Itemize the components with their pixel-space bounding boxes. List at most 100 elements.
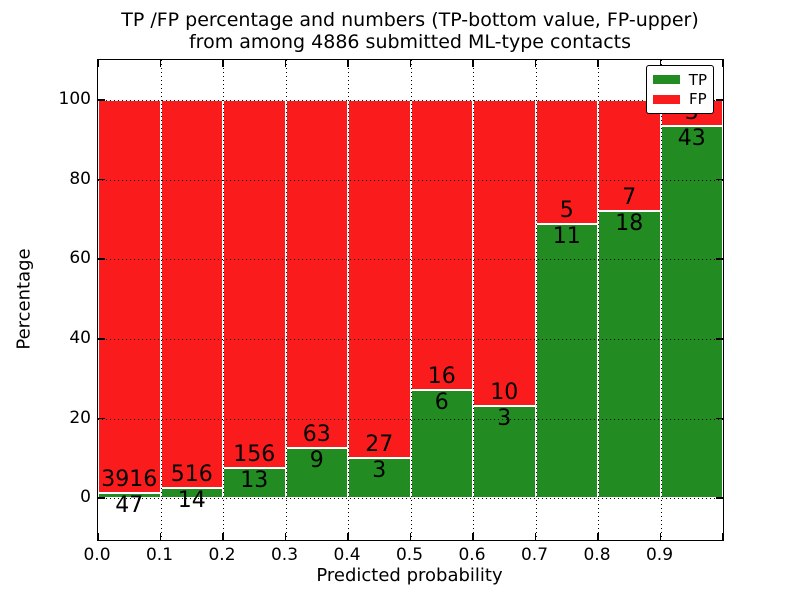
gridline-x-0.1 xyxy=(160,60,162,540)
y-tick-label-0: 0 xyxy=(80,487,91,508)
y-tick-left xyxy=(98,99,105,101)
gridline-x-0.6 xyxy=(473,60,474,540)
chart-title-line1: TP /FP percentage and numbers (TP-bottom… xyxy=(121,9,699,31)
y-tick-right xyxy=(716,417,723,420)
legend-label-tp: TP xyxy=(688,70,707,89)
bar-label-tp-6: 3 xyxy=(497,406,512,432)
plot-area: 3916475161415613639273166103511718343 xyxy=(97,59,724,541)
x-tick-top xyxy=(534,60,537,67)
x-tick-bottom xyxy=(97,533,99,540)
bar-segment-tp-0 xyxy=(98,493,161,499)
x-tick-label-0.1: 0.1 xyxy=(145,545,174,565)
bar-label-fp-0: 3916 xyxy=(101,467,158,493)
x-tick-top xyxy=(97,60,99,67)
x-tick-label-0.4: 0.4 xyxy=(333,545,361,565)
x-tick-top xyxy=(222,60,224,67)
bar-segment-tp-7 xyxy=(535,224,598,499)
bar-segment-fp-2 xyxy=(223,99,286,468)
x-tick-top xyxy=(284,60,287,67)
x-tick-label-0.2: 0.2 xyxy=(208,545,236,565)
chart-title-line2: from among 4886 submitted ML-type contac… xyxy=(188,31,632,53)
bar-segment-tp-9 xyxy=(660,125,723,499)
x-tick-bottom xyxy=(159,533,162,540)
y-axis-label: Percentage xyxy=(13,248,35,350)
bar-label-fp-2: 156 xyxy=(233,441,276,467)
bar-segment-fp-7 xyxy=(535,99,598,225)
x-tick-top xyxy=(409,60,412,67)
y-tick-right xyxy=(716,178,723,181)
gridline-x-0.5 xyxy=(410,60,412,540)
bar-label-tp-3: 9 xyxy=(309,448,324,474)
legend-item-fp: FP xyxy=(653,91,707,107)
chart-title: TP /FP percentage and numbers (TP-bottom… xyxy=(60,9,760,53)
x-tick-top xyxy=(472,60,474,67)
x-tick-top xyxy=(659,60,662,67)
bar-segment-tp-2 xyxy=(223,467,286,499)
x-tick-label-0.9: 0.9 xyxy=(645,545,674,565)
x-tick-label-0.5: 0.5 xyxy=(395,545,424,565)
y-tick-left xyxy=(98,178,105,181)
gridline-x-0.2 xyxy=(223,60,224,540)
bar-segment-tp-8 xyxy=(598,211,661,499)
y-tick-left xyxy=(98,497,105,499)
bar-label-tp-5: 6 xyxy=(434,389,449,415)
bar-label-tp-0: 47 xyxy=(115,493,144,519)
bar-segment-fp-4 xyxy=(348,99,411,459)
x-tick-bottom xyxy=(347,533,349,540)
bar-segment-tp-5 xyxy=(410,389,473,499)
bar-label-fp-7: 5 xyxy=(559,198,574,224)
gridline-x-0.8 xyxy=(598,60,599,540)
x-tick-bottom xyxy=(409,533,412,540)
x-tick-bottom xyxy=(222,533,224,540)
x-tick-bottom xyxy=(597,533,599,540)
x-tick-label-0.8: 0.8 xyxy=(583,545,611,565)
bar-label-tp-7: 11 xyxy=(552,224,581,250)
y-tick-right xyxy=(716,338,723,340)
x-tick-label-0.6: 0.6 xyxy=(458,545,486,565)
bar-segment-fp-3 xyxy=(285,99,348,449)
bar-label-fp-4: 27 xyxy=(365,432,394,458)
y-tick-right xyxy=(716,258,723,260)
fp-color-swatch-icon xyxy=(653,94,680,104)
bar-segment-fp-6 xyxy=(473,99,536,407)
x-tick-bottom xyxy=(722,533,724,540)
bar-label-fp-3: 63 xyxy=(302,422,331,448)
bar-label-tp-2: 13 xyxy=(240,467,269,493)
bar-segment-fp-0 xyxy=(98,99,161,494)
y-tick-right xyxy=(716,99,723,101)
gridline-x-0.9 xyxy=(660,60,662,540)
bar-label-fp-6: 10 xyxy=(490,380,519,406)
y-tick-label-60: 60 xyxy=(69,248,91,269)
x-tick-top xyxy=(347,60,349,67)
y-tick-label-40: 40 xyxy=(69,327,91,348)
bar-label-fp-8: 7 xyxy=(622,185,637,211)
x-tick-top xyxy=(597,60,599,67)
x-tick-bottom xyxy=(284,533,287,540)
x-tick-label-0.7: 0.7 xyxy=(520,545,549,565)
x-tick-top xyxy=(159,60,162,67)
bar-label-tp-1: 14 xyxy=(177,487,206,513)
legend-item-tp: TP xyxy=(653,72,707,88)
y-tick-left xyxy=(98,417,105,420)
tp-color-swatch-icon xyxy=(653,75,680,85)
bar-label-tp-9: 43 xyxy=(677,125,706,151)
bar-segment-fp-1 xyxy=(160,99,223,488)
y-tick-label-80: 80 xyxy=(69,168,91,189)
legend: TP FP xyxy=(646,65,714,114)
x-tick-top xyxy=(722,60,724,67)
y-tick-label-20: 20 xyxy=(69,407,91,428)
bar-segment-tp-3 xyxy=(285,448,348,499)
x-tick-bottom xyxy=(472,533,474,540)
x-tick-bottom xyxy=(534,533,537,540)
bar-label-fp-5: 16 xyxy=(427,363,456,389)
gridline-x-0.4 xyxy=(348,60,349,540)
x-tick-label-0.0: 0.0 xyxy=(83,545,111,565)
legend-label-fp: FP xyxy=(689,90,707,109)
bar-segment-fp-5 xyxy=(410,99,473,390)
bar-label-tp-4: 3 xyxy=(372,458,387,484)
y-tick-left xyxy=(98,338,105,340)
y-tick-left xyxy=(98,258,105,260)
y-tick-right xyxy=(716,497,723,499)
x-tick-label-0.3: 0.3 xyxy=(270,545,299,565)
